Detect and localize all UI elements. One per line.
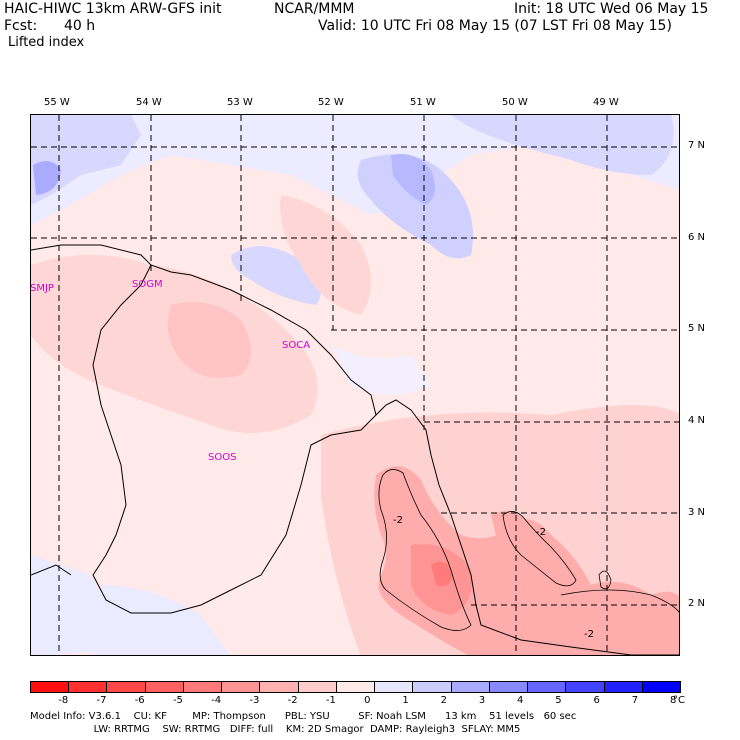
colorbar-tick-label: 8	[670, 695, 677, 706]
colorbar-swatch	[221, 681, 261, 693]
field-name: Lifted index	[8, 35, 85, 50]
colorbar-tick-label: 3	[478, 695, 486, 706]
border-line	[92, 264, 377, 614]
lon-label: 52 W	[318, 97, 344, 108]
colorbar-swatch	[335, 681, 376, 693]
unstable-region	[280, 195, 371, 315]
station-label: SOOS	[208, 452, 237, 463]
colorbar-swatch	[527, 681, 567, 693]
colorbar-swatch	[30, 681, 70, 693]
contour-label: -2	[393, 515, 403, 526]
lat-label: 6 N	[688, 232, 706, 243]
valid-time: Valid: 10 UTC Fri 08 May 15 (07 LST Fri …	[318, 18, 672, 34]
station-label: SOCA	[282, 340, 311, 351]
init-time: Init: 18 UTC Wed 06 May 15	[514, 1, 709, 17]
lon-label: 51 W	[410, 97, 436, 108]
model-physics-line: LW: RRTMG SW: RRTMG DIFF: full KM: 2D Sm…	[30, 724, 521, 735]
colorbar-tick-label: -2	[287, 695, 298, 706]
colorbar-swatch	[106, 681, 146, 693]
colorbar-tick-label: -1	[325, 695, 336, 706]
colorbar-swatch	[412, 681, 452, 693]
contour-label: -2	[536, 527, 546, 538]
colorbar-swatch	[297, 681, 337, 693]
model-info-line: Model Info: V3.6.1 CU: KF MP: Thompson P…	[30, 711, 577, 722]
station-label: SMJP	[30, 283, 54, 294]
stable-core	[33, 161, 61, 195]
lat-label: 5 N	[688, 323, 706, 334]
model-title: HAIC-HIWC 13km ARW-GFS init	[4, 1, 222, 17]
colorbar-swatch	[488, 681, 529, 693]
lat-label: 3 N	[688, 507, 706, 518]
lifted-index-map: -2 -2 -2	[30, 114, 680, 656]
station-label: SOGM	[132, 279, 163, 290]
unstable-core	[431, 561, 453, 587]
colorbar-swatch	[259, 681, 299, 693]
contour-line	[560, 589, 679, 613]
map-field: -2 -2 -2	[31, 115, 679, 655]
lat-label: 4 N	[688, 415, 706, 426]
colorbar-tick-label: 5	[555, 695, 562, 706]
colorbar-tick-label: -7	[96, 695, 107, 706]
colorbar-tick-label: -3	[249, 695, 260, 706]
forecast-hour: 40 h	[64, 18, 96, 34]
colorbar-tick-label: -6	[134, 695, 145, 706]
colorbar-tick-label: -8	[58, 695, 69, 706]
colorbar-swatch	[450, 681, 490, 693]
lat-label: 7 N	[688, 140, 706, 151]
colorbar-swatch	[374, 681, 414, 693]
lon-label: 50 W	[502, 97, 528, 108]
lon-label: 53 W	[227, 97, 253, 108]
contour-line	[502, 511, 577, 587]
forecast-label: Fcst:	[4, 18, 38, 34]
border-line	[31, 564, 72, 576]
stable-region	[331, 345, 431, 395]
colorbar-tick-label: 2	[440, 695, 447, 706]
unstable-core	[491, 511, 535, 555]
coastline	[31, 244, 679, 655]
colorbar-swatch	[68, 681, 108, 693]
colorbar-swatch	[565, 681, 605, 693]
colorbar-tick-label: -4	[211, 695, 222, 706]
lon-label: 55 W	[44, 97, 70, 108]
contour-label: -2	[584, 629, 594, 640]
lat-label: 2 N	[688, 598, 706, 609]
colorbar-swatch	[603, 681, 643, 693]
colorbar-swatch	[641, 681, 681, 693]
contour-line	[598, 570, 612, 590]
stable-region	[451, 115, 674, 175]
colorbar-tick-label: -5	[172, 695, 183, 706]
unstable-region	[167, 302, 251, 378]
colorbar-swatch	[182, 681, 223, 693]
colorbar-tick-label: 4	[517, 695, 524, 706]
colorbar-tick-label: 0	[364, 695, 371, 706]
colorbar-unit: °C	[673, 695, 685, 706]
colorbar-tick-label: 1	[402, 695, 409, 706]
stable-region	[357, 154, 473, 259]
colorbar-swatch	[144, 681, 184, 693]
stable-region	[91, 585, 230, 655]
org-label: NCAR/MMM	[274, 1, 355, 17]
lon-label: 54 W	[136, 97, 162, 108]
colorbar-tick-label: 6	[593, 695, 600, 706]
colorbar-tick-label: 7	[631, 695, 639, 706]
graticule	[31, 115, 679, 655]
contour-line	[378, 469, 472, 631]
lon-label: 49 W	[593, 97, 619, 108]
